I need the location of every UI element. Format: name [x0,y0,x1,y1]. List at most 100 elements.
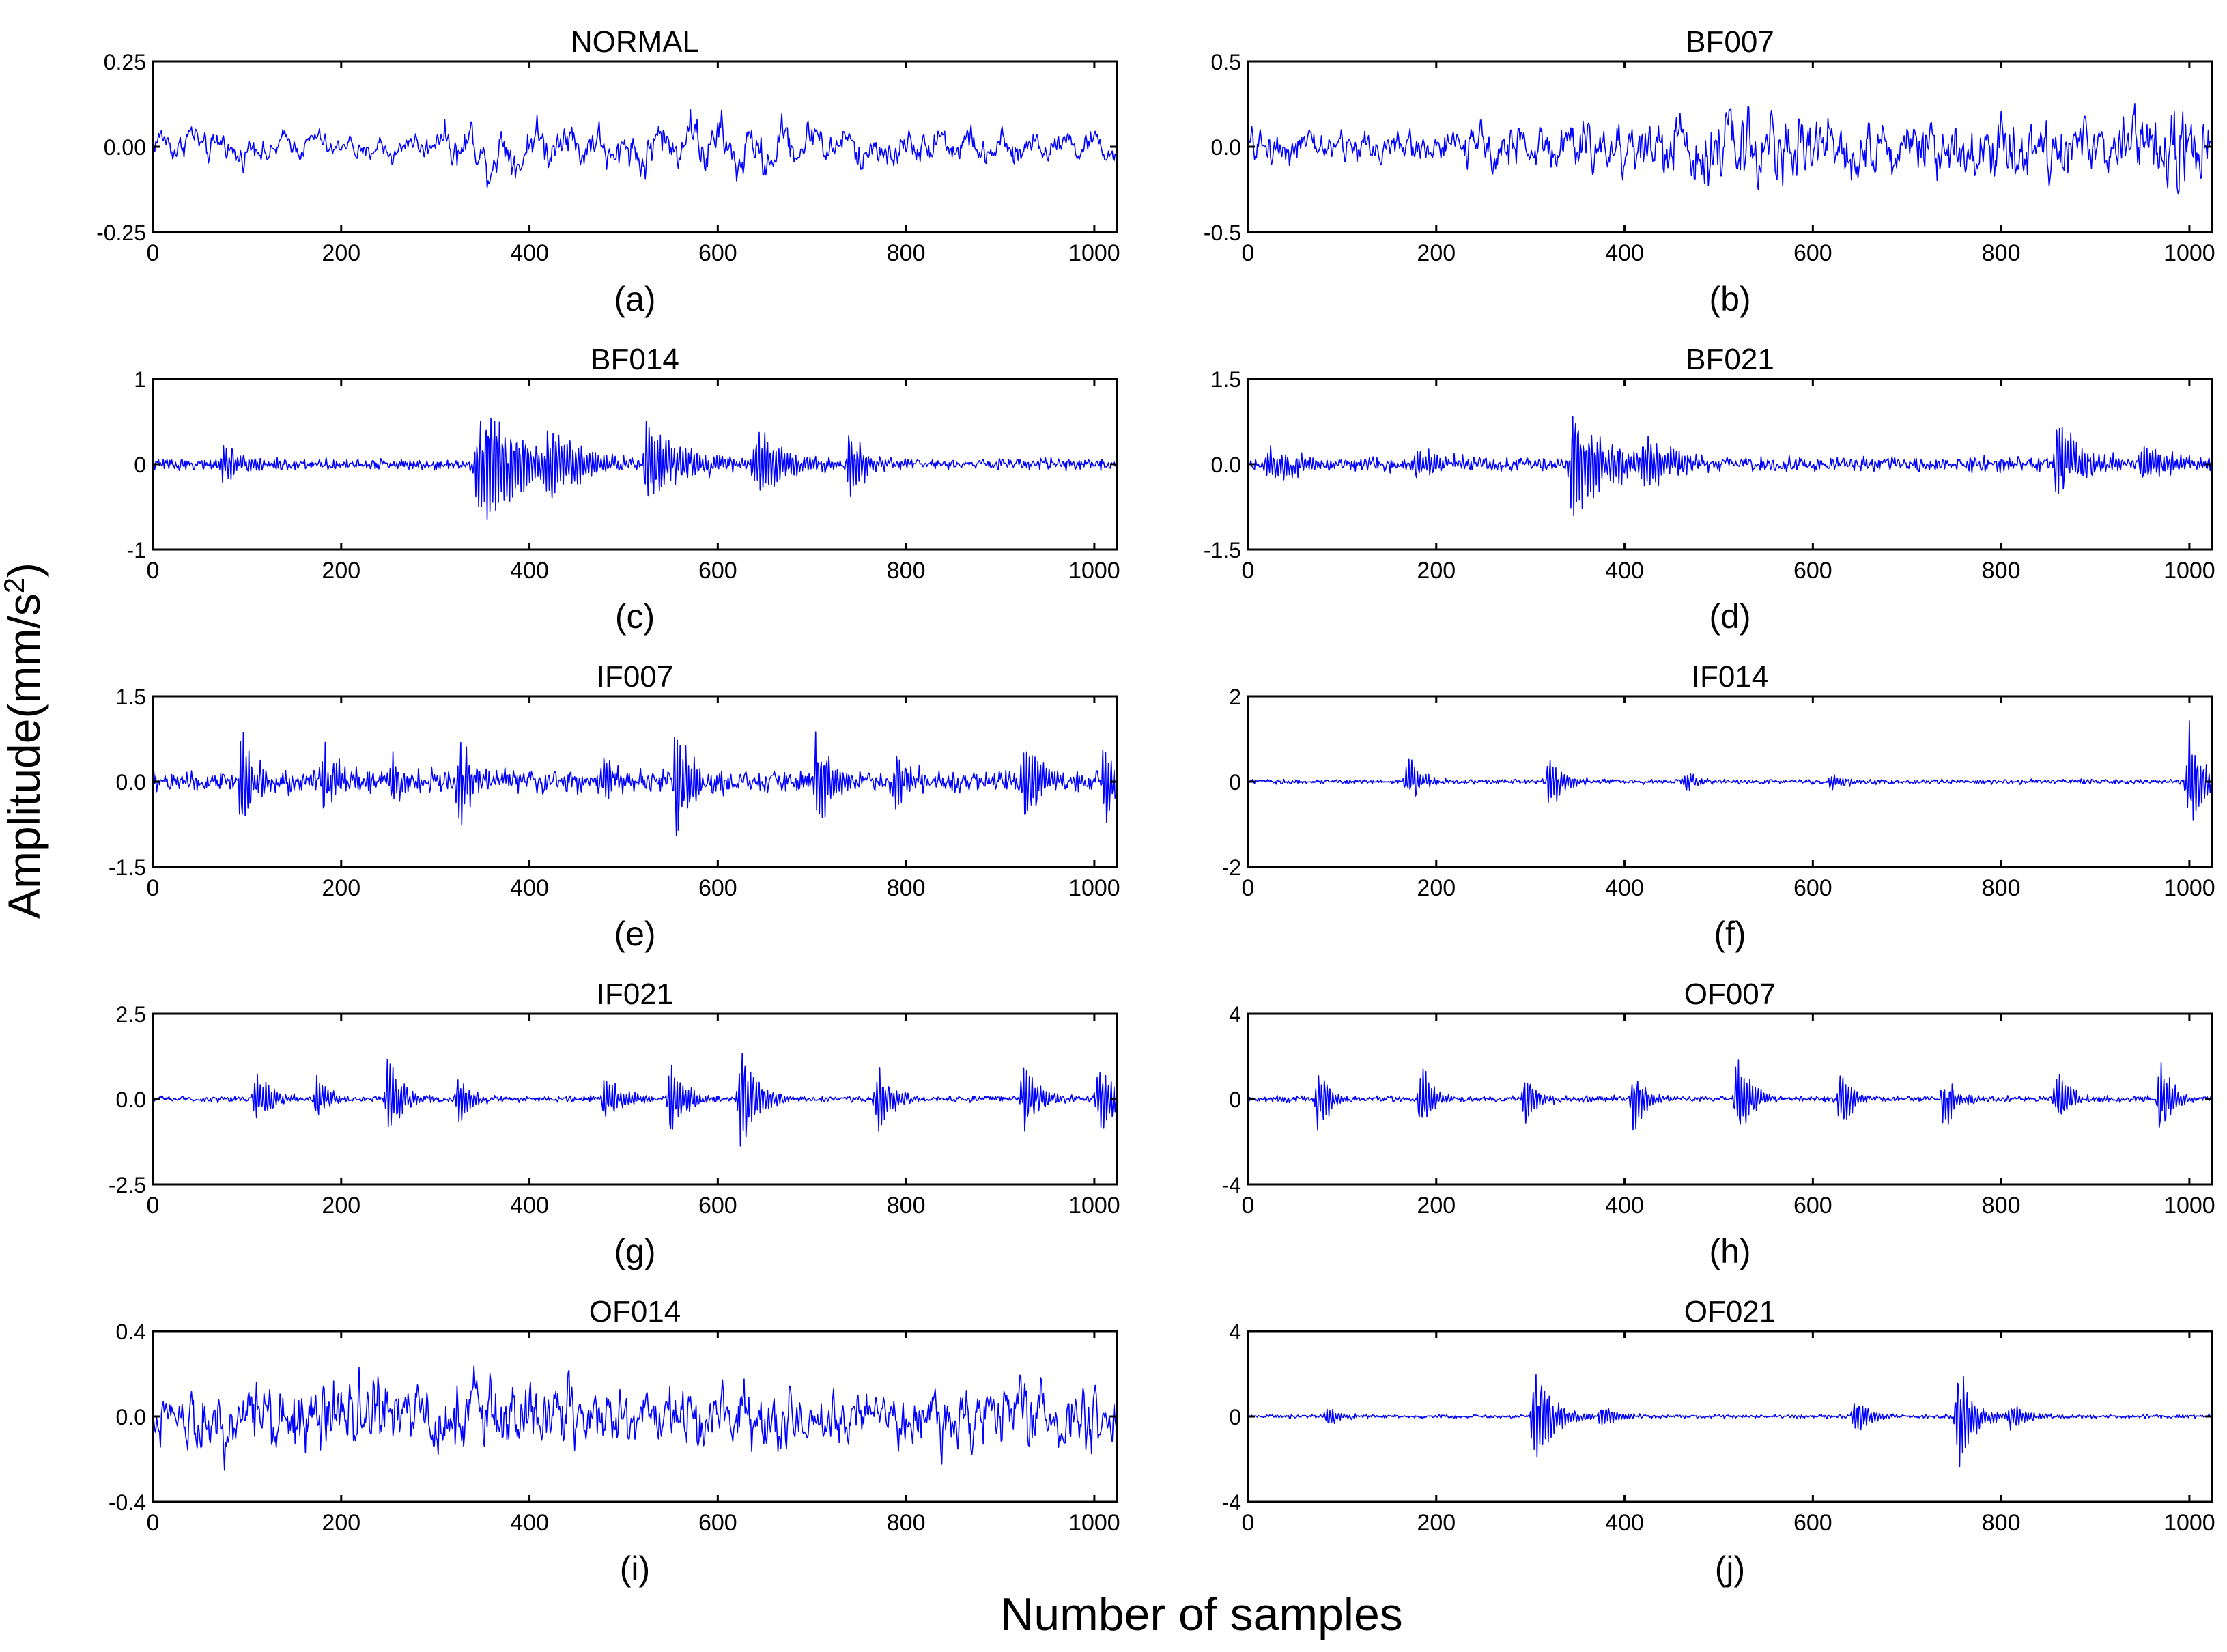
x-tick-label: 0 [1242,875,1255,901]
y-tick-label: 0.0 [116,1405,146,1429]
x-tick-label: 800 [1982,240,2021,266]
y-tick-label: 1.5 [116,685,146,709]
signal-series [1247,416,2212,517]
y-tick-label: 4 [1229,1320,1241,1344]
x-tick-label: 200 [322,558,360,584]
x-tick-label: 1000 [1068,240,1120,266]
y-tick-label: 1 [134,367,146,392]
signal-series [1247,1373,2211,1468]
x-tick-label: 800 [887,875,926,901]
y-tick-label: 4 [1229,1002,1241,1027]
y-tick-label: 2.5 [116,1002,146,1027]
x-tick-label: 800 [1982,558,2021,584]
x-tick-label: 0 [147,558,160,584]
panel-caption: (e) [614,915,655,953]
x-tick-label: 1000 [1068,875,1120,901]
x-tick-label: 800 [887,558,926,584]
y-tick-label: -2.5 [109,1173,146,1197]
y-tick-label: -2 [1222,855,1241,880]
panel-caption: (i) [620,1550,650,1588]
panel-if007: IF007 0 200 400 600 800 1000 -1.5 0.0 1.5 (e) [109,660,1120,953]
y-tick-label: 0.00 [104,135,146,160]
y-tick-label: 2 [1229,685,1241,709]
x-tick-label: 1000 [2164,558,2215,584]
panel-if021: IF021 0 200 400 600 800 1000 -2.5 0.0 2.5 (g) [109,978,1120,1270]
x-tick-label: 200 [1417,875,1456,901]
y-tick-label: -4 [1222,1173,1241,1197]
x-tick-label: 800 [1982,1510,2021,1536]
x-tick-label: 1000 [1068,1193,1120,1219]
y-tick-label: -0.4 [109,1490,146,1515]
x-tick-label: 400 [1605,558,1644,584]
x-tick-label: 200 [322,1510,360,1536]
x-tick-label: 0 [1242,1510,1255,1536]
figure-ylabel: Amplitude(mm/s2) [0,562,49,919]
panel-caption: (f) [1714,915,1746,953]
x-tick-label: 600 [1793,1193,1832,1219]
x-tick-label: 200 [1417,1510,1456,1536]
panel-title: OF007 [1684,978,1776,1011]
x-tick-label: 400 [510,558,549,584]
panel-title: OF014 [589,1295,681,1328]
y-tick-label: 0.0 [116,1087,146,1112]
x-tick-label: 400 [1605,1510,1644,1536]
y-tick-label: -0.25 [96,220,146,245]
panel-title: BF021 [1686,343,1774,376]
x-tick-label: 200 [322,240,360,266]
x-tick-label: 800 [887,1193,926,1219]
panel-caption: (j) [1715,1550,1745,1588]
panel-caption: (b) [1709,280,1750,318]
panel-normal: NORMAL 0 200 400 600 800 1000 -0.25 0.00 0.25 (a) [96,25,1120,318]
x-tick-label: 600 [698,1193,737,1219]
x-tick-label: 600 [1793,1510,1832,1536]
x-tick-label: 400 [1605,875,1644,901]
y-tick-label: 0 [1229,770,1241,795]
x-tick-label: 600 [698,1510,737,1536]
x-tick-label: 200 [1417,558,1456,584]
x-tick-label: 600 [1793,558,1832,584]
x-tick-label: 0 [147,875,160,901]
signal-series [1247,1059,2212,1131]
x-tick-label: 1000 [2164,1510,2215,1536]
x-tick-label: 800 [1982,1193,2021,1219]
y-tick-label: 0.4 [116,1320,146,1344]
y-tick-label: 0.25 [104,50,146,74]
panel-title: NORMAL [571,25,699,59]
x-tick-label: 400 [510,1510,549,1536]
x-tick-label: 1000 [1068,558,1120,584]
y-tick-label: 0.5 [1211,50,1241,74]
x-tick-label: 200 [322,1193,360,1219]
panel-title: IF014 [1692,660,1769,694]
x-tick-label: 200 [1417,240,1456,266]
x-tick-label: 600 [698,240,737,266]
x-tick-label: 800 [1982,875,2021,901]
y-tick-label: 0.0 [1211,453,1241,477]
y-tick-label: -1.5 [1204,538,1241,562]
x-tick-label: 400 [1605,1193,1644,1219]
y-tick-label: -1.5 [109,855,146,880]
figure-xlabel: Number of samples [1000,1589,1403,1640]
panel-caption: (a) [614,280,655,318]
x-tick-label: 600 [1793,240,1832,266]
y-tick-label: -4 [1222,1490,1241,1515]
signal-series [152,417,1117,521]
panel-title: OF021 [1684,1295,1776,1328]
x-tick-label: 0 [147,1510,160,1536]
panel-caption: (g) [614,1232,655,1270]
x-tick-label: 0 [147,1193,160,1219]
y-tick-label: -0.5 [1204,220,1241,245]
x-tick-label: 0 [1242,558,1255,584]
signal-series [152,1365,1117,1471]
panel-title: BF014 [591,343,679,376]
x-tick-label: 0 [1242,1193,1255,1219]
signal-series [1247,102,2211,195]
x-tick-label: 1000 [2164,240,2215,266]
signal-series [1247,720,2212,821]
signal-series [152,731,1117,836]
panel-of014: OF014 0 200 400 600 800 1000 -0.4 0.0 0.4 (i) [109,1295,1120,1588]
